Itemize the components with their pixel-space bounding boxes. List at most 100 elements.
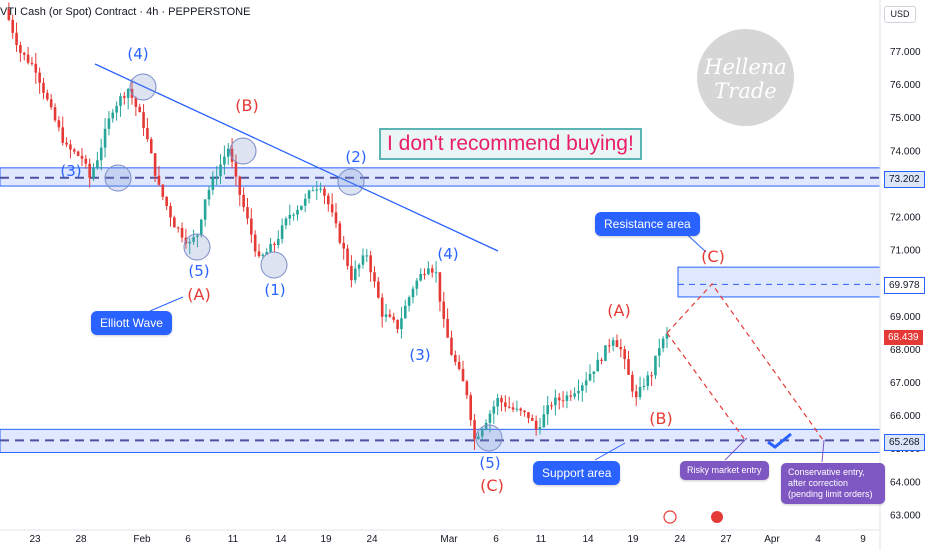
y-tick-label: 77.000	[890, 47, 921, 58]
candle-body	[99, 147, 103, 161]
elliott-wave-callout: Elliott Wave	[91, 311, 172, 335]
candle-body	[196, 235, 199, 238]
candle-body	[403, 305, 407, 319]
wave-label-red: (A)	[607, 301, 630, 320]
candle-body	[346, 248, 349, 266]
candle-body	[257, 251, 261, 257]
candle-body	[434, 272, 438, 274]
candle-body	[126, 88, 130, 98]
candle-body	[465, 381, 469, 396]
candle-body	[415, 280, 419, 289]
candle-body	[319, 188, 322, 190]
wave-label-blue: (4)	[127, 45, 148, 63]
candle-body	[577, 390, 580, 394]
candle-body	[484, 422, 488, 430]
candle-body	[373, 272, 376, 282]
wave-label-blue: (5)	[188, 262, 209, 280]
risky-pointer	[724, 437, 748, 461]
risky-entry-callout: Risky market entry	[680, 461, 769, 480]
candle-body	[369, 255, 372, 273]
candle-body	[496, 397, 499, 407]
wave-label-blue: (3)	[409, 346, 430, 364]
candle-body	[611, 340, 615, 346]
candle-body	[103, 128, 107, 148]
y-tick-label: 66.000	[890, 411, 921, 422]
y-tick-label: 76.000	[890, 80, 921, 91]
candle-body	[650, 375, 653, 377]
wave-label-blue: (3)	[60, 162, 81, 180]
candle-body	[226, 148, 230, 157]
candle-body	[665, 333, 669, 339]
candle-body	[288, 214, 292, 219]
wave-label-red: (C)	[480, 476, 504, 495]
candle-body	[350, 265, 353, 281]
x-tick-label: 14	[582, 534, 594, 545]
candle-body	[311, 190, 315, 192]
candle-body	[269, 243, 272, 253]
candle-body	[11, 19, 14, 33]
x-tick-label: 14	[275, 534, 287, 545]
y-tick-label: 67.000	[890, 378, 921, 389]
candle-body	[423, 273, 426, 275]
candle-body	[527, 412, 530, 419]
wave-pivot-circle	[129, 73, 157, 101]
flag-icon	[711, 511, 723, 523]
candle-body	[165, 196, 168, 207]
candle-body	[46, 92, 49, 100]
wave-pivot-circle	[183, 233, 211, 261]
candle-body	[469, 395, 473, 421]
candle-body	[638, 387, 642, 398]
candle-body	[607, 345, 611, 347]
candle-body	[519, 408, 523, 411]
candle-body	[530, 418, 534, 421]
conservative-entry-callout: Conservative entry, after correction (pe…	[781, 463, 885, 504]
wave-label-blue: (5)	[479, 454, 500, 472]
candle-body	[234, 161, 238, 177]
candle-body	[446, 318, 449, 338]
candle-body	[76, 151, 80, 156]
candle-body	[511, 407, 515, 410]
candle-body	[392, 316, 396, 320]
watermark-line2: Trade	[714, 79, 777, 103]
candle-body	[480, 429, 484, 437]
wave-label-red: (B)	[235, 96, 258, 115]
candle-body	[623, 349, 626, 360]
x-tick-label: Apr	[764, 534, 780, 545]
candle-body	[161, 184, 165, 197]
candle-body	[180, 227, 184, 238]
candle-body	[42, 82, 45, 93]
candle-body	[492, 406, 496, 414]
wave-label-red: (C)	[701, 247, 725, 266]
candle-body	[515, 408, 519, 410]
wave-label-blue: (4)	[437, 245, 458, 263]
candle-body	[442, 301, 446, 319]
candle-body	[523, 410, 526, 413]
chart-title: VTI Cash (or Spot) Contract · 4h · PEPPE…	[0, 6, 251, 18]
price-tag-65268: 65.268	[884, 434, 925, 451]
candle-body	[307, 190, 311, 199]
currency-selector[interactable]: USD	[884, 6, 916, 23]
x-tick-label: 6	[493, 534, 499, 545]
wave-pivot-circle	[229, 137, 257, 165]
x-tick-label: 9	[860, 534, 866, 545]
candle-body	[619, 346, 623, 350]
candle-body	[477, 436, 480, 439]
x-tick-label: Mar	[440, 534, 458, 545]
candle-body	[554, 397, 557, 406]
candle-body	[407, 297, 411, 306]
support-pointer	[594, 442, 626, 461]
candle-body	[169, 206, 172, 218]
candle-body	[57, 120, 61, 128]
candle-body	[69, 144, 72, 150]
candle-body	[7, 8, 11, 20]
candle-body	[573, 393, 576, 397]
candle-body	[250, 218, 253, 235]
candle-body	[365, 255, 369, 257]
candle-body	[646, 375, 650, 386]
x-tick-label: 24	[674, 534, 686, 545]
candle-body	[450, 337, 453, 355]
candle-body	[111, 112, 115, 119]
candle-body	[338, 223, 342, 243]
candle-body	[604, 345, 607, 361]
y-tick-label: 64.000	[890, 477, 921, 488]
